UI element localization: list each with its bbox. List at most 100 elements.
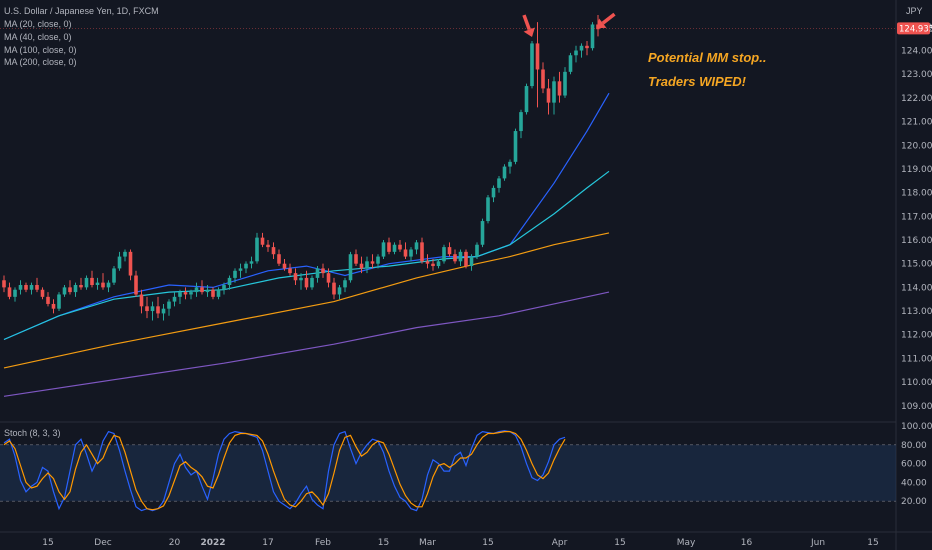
time-tick-label: 2022 (200, 538, 225, 548)
price-tick-label: 116.000 (901, 236, 932, 246)
ma200-legend[interactable]: MA (200, close, 0) (4, 57, 77, 67)
time-tick-label: 17 (262, 538, 273, 548)
candle-body (150, 306, 155, 312)
candle-body (508, 161, 512, 167)
time-tick-label: 15 (867, 538, 878, 548)
candle-body (585, 45, 589, 49)
candle-body (299, 277, 303, 281)
price-tick-label: 109.000 (901, 402, 932, 412)
candle-body (310, 277, 314, 288)
candle-body (359, 263, 364, 269)
stoch-tick-label: 100.00 (901, 422, 932, 432)
candle-body (321, 268, 325, 274)
time-tick-label: Mar (419, 538, 436, 548)
arrow-head (523, 27, 535, 38)
time-tick-label: Feb (315, 538, 331, 548)
candle-body (392, 244, 397, 252)
stoch-legend[interactable]: Stoch (8, 3, 3) (4, 428, 61, 438)
stoch-band-fill (0, 444, 896, 502)
price-tick-label: 121.000 (901, 118, 932, 128)
candle-body (502, 166, 507, 179)
candle-body (326, 273, 331, 283)
candle-body (447, 247, 452, 255)
candle-body (420, 242, 424, 262)
candle-body (530, 43, 534, 87)
candle-body (189, 292, 193, 295)
candle-body (90, 277, 94, 285)
candle-body (84, 277, 89, 288)
candle-body (156, 306, 160, 314)
candle-body (200, 287, 204, 293)
candle-body (337, 287, 342, 295)
ma20-legend[interactable]: MA (20, close, 0) (4, 19, 72, 29)
candle-body (101, 282, 105, 288)
candle-body (211, 289, 215, 297)
candle-body (574, 50, 578, 56)
price-tick-label: 117.000 (901, 212, 932, 222)
candle-body (579, 45, 584, 51)
candle-body (233, 270, 237, 278)
candle-body (590, 24, 595, 49)
candle-body (18, 285, 23, 290)
price-tick-label: 119.000 (901, 165, 932, 175)
candle-body (403, 249, 408, 257)
candle-body (475, 244, 479, 257)
candle-body (376, 256, 380, 264)
candle-body (68, 287, 72, 293)
candle-body (29, 285, 34, 290)
candle-body (255, 237, 259, 262)
candle-body (425, 261, 430, 264)
candle-body (557, 81, 562, 96)
price-tick-label: 115.000 (901, 260, 932, 270)
candle-body (524, 86, 529, 113)
candle-body (453, 254, 457, 262)
candle-body (178, 292, 182, 297)
candle-body (458, 251, 463, 262)
candle-body (398, 244, 402, 250)
annotation-mm-stop: Potential MM stop.. (648, 50, 767, 65)
candle-body (2, 280, 6, 288)
time-tick-label: 15 (482, 538, 493, 548)
candle-body (222, 285, 226, 290)
candle-body (277, 254, 281, 264)
candle-body (381, 242, 386, 257)
ma100-legend[interactable]: MA (100, close, 0) (4, 45, 77, 55)
stochastic-pane[interactable] (0, 430, 896, 512)
time-tick-label: 20 (169, 538, 181, 548)
annotation-arrows (522, 12, 616, 38)
price-tick-label: 118.000 (901, 189, 932, 199)
candle-body (442, 247, 446, 262)
candle-body (282, 263, 287, 269)
candle-body (469, 256, 474, 267)
candle-body (227, 277, 232, 285)
candle-body (183, 292, 188, 295)
candle-body (563, 71, 567, 96)
candle-body (35, 285, 39, 290)
candle-body (106, 282, 111, 288)
time-tick-label: 15 (614, 538, 625, 548)
currency-label: JPY (906, 6, 923, 16)
candle-body (387, 242, 391, 252)
ma20-line (3, 92, 610, 341)
candle-body (431, 263, 435, 267)
candle-body (552, 81, 556, 103)
price-pane[interactable] (0, 15, 896, 397)
candle-body (62, 287, 67, 295)
candle-body (293, 273, 298, 281)
candle-body (139, 294, 144, 307)
candle-body (409, 249, 413, 257)
candle-body (238, 268, 243, 271)
candle-body (480, 221, 485, 245)
candle-body (117, 256, 122, 269)
candle-body (491, 187, 496, 198)
time-tick-label: 16 (741, 538, 753, 548)
candle-body (486, 197, 490, 222)
candle-body (24, 285, 28, 290)
candle-body (414, 242, 419, 250)
candle-body (51, 303, 56, 309)
candle-body (46, 296, 50, 304)
price-tick-label: 112.000 (901, 331, 932, 341)
ma40-legend[interactable]: MA (40, close, 0) (4, 32, 72, 42)
